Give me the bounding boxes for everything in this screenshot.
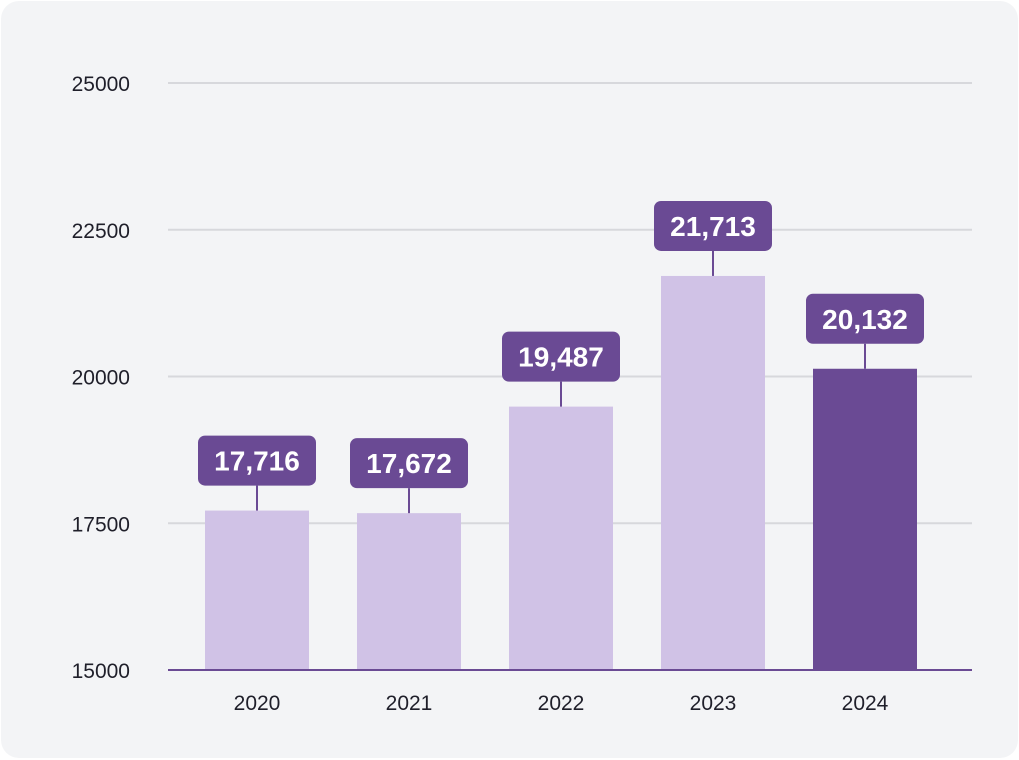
data-label: 21,713 xyxy=(670,211,756,242)
y-tick-label: 22500 xyxy=(72,220,130,243)
bar-2021 xyxy=(357,513,461,670)
data-label: 20,132 xyxy=(822,304,908,335)
x-tick-label: 2020 xyxy=(234,692,281,715)
x-tick-label: 2022 xyxy=(538,692,585,715)
x-tick-label: 2024 xyxy=(842,692,889,715)
data-label: 17,716 xyxy=(214,446,300,477)
data-label-box xyxy=(350,438,468,489)
data-label-box xyxy=(654,200,772,251)
y-tick-label: 25000 xyxy=(72,73,130,96)
bar-2023 xyxy=(661,275,765,670)
bar-2022 xyxy=(509,406,613,670)
bar-2024 xyxy=(813,368,917,670)
x-tick-label: 2021 xyxy=(386,692,433,715)
y-tick-label: 15000 xyxy=(72,660,130,683)
data-label-box xyxy=(806,293,924,344)
data-label: 17,672 xyxy=(366,448,452,479)
y-tick-label: 20000 xyxy=(72,367,130,390)
data-label-box xyxy=(502,331,620,382)
data-label: 19,487 xyxy=(518,342,604,373)
y-tick-label: 17500 xyxy=(72,513,130,536)
bar-2020 xyxy=(205,510,309,670)
x-tick-label: 2023 xyxy=(690,692,737,715)
data-label-box xyxy=(198,435,316,486)
